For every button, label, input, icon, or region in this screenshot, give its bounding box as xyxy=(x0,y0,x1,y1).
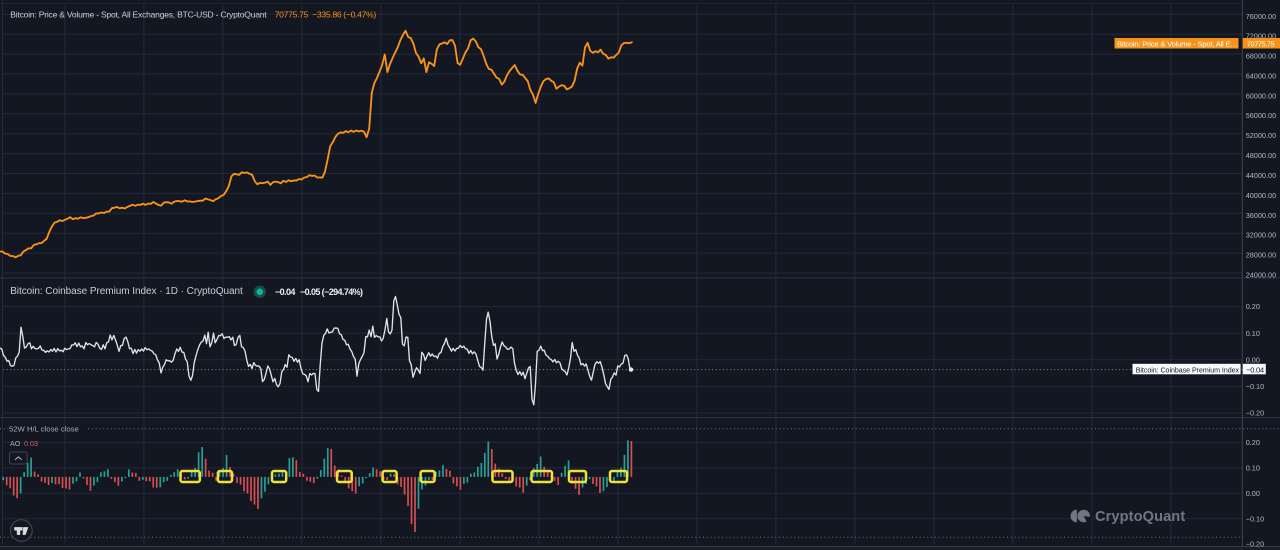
svg-text:0.10: 0.10 xyxy=(1246,329,1260,338)
svg-text:52000.00: 52000.00 xyxy=(1246,131,1276,140)
svg-text:0.20: 0.20 xyxy=(1246,438,1260,447)
svg-text:48000.00: 48000.00 xyxy=(1246,151,1276,160)
svg-text:56000.00: 56000.00 xyxy=(1246,111,1276,120)
svg-text:52W H/L close close: 52W H/L close close xyxy=(9,425,79,434)
svg-text:−0.04: −0.04 xyxy=(1246,365,1264,374)
svg-text:−335.86: −335.86 xyxy=(312,10,342,20)
svg-text:32000.00: 32000.00 xyxy=(1246,231,1276,240)
svg-text:44000.00: 44000.00 xyxy=(1246,171,1276,180)
svg-text:0.20: 0.20 xyxy=(1246,302,1260,311)
svg-text:60000.00: 60000.00 xyxy=(1246,91,1276,100)
svg-text:64000.00: 64000.00 xyxy=(1246,71,1276,80)
svg-text:−0.05 (−294.74%): −0.05 (−294.74%) xyxy=(300,287,363,297)
svg-text:0.00: 0.00 xyxy=(1246,489,1260,498)
svg-text:70775.75: 70775.75 xyxy=(1247,40,1275,49)
svg-text:AO: AO xyxy=(10,439,21,448)
svg-text:−0.20: −0.20 xyxy=(1246,409,1264,418)
svg-text:Bitcoin: Coinbase Premium Inde: Bitcoin: Coinbase Premium Index · 1D · C… xyxy=(10,286,243,297)
svg-text:0.00: 0.00 xyxy=(1246,355,1260,364)
svg-text:Bitcoin: Price & Volume - Spot: Bitcoin: Price & Volume - Spot, All Exch… xyxy=(10,10,267,20)
svg-text:76000.00: 76000.00 xyxy=(1246,12,1276,21)
svg-text:68000.00: 68000.00 xyxy=(1246,52,1276,61)
svg-text:CryptoQuant: CryptoQuant xyxy=(1095,509,1185,525)
svg-text:40000.00: 40000.00 xyxy=(1246,191,1276,200)
svg-text:72000.00: 72000.00 xyxy=(1246,32,1276,41)
svg-text:−0.10: −0.10 xyxy=(1246,382,1264,391)
svg-text:24000.00: 24000.00 xyxy=(1246,270,1276,279)
svg-text:28000.00: 28000.00 xyxy=(1246,251,1276,260)
svg-text:36000.00: 36000.00 xyxy=(1246,211,1276,220)
svg-text:Bitcoin: Price & Volume - Spot: Bitcoin: Price & Volume - Spot, All E… xyxy=(1117,40,1238,49)
svg-text:(−0.47%): (−0.47%) xyxy=(343,10,376,20)
svg-text:Bitcoin: Coinbase Premium Inde: Bitcoin: Coinbase Premium Index xyxy=(1136,366,1240,374)
svg-text:70775.75: 70775.75 xyxy=(275,10,309,20)
svg-text:−0.04: −0.04 xyxy=(275,287,295,297)
svg-text:0.10: 0.10 xyxy=(1246,464,1260,473)
svg-text:0.03: 0.03 xyxy=(24,439,38,448)
svg-text:−0.20: −0.20 xyxy=(1246,540,1264,549)
svg-text:−0.10: −0.10 xyxy=(1246,514,1264,523)
